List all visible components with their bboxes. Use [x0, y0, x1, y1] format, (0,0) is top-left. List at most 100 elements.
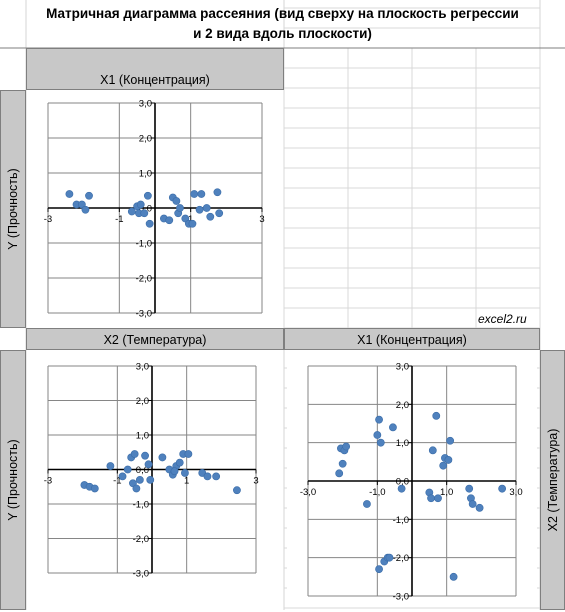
y-tick-label: 0,0 [139, 204, 152, 215]
scatter-point [465, 484, 474, 493]
scatter-point [175, 458, 184, 467]
header-x1-top-label: X1 (Концентрация) [100, 73, 210, 87]
x-tick-label: -1 [113, 476, 121, 487]
scatter-point [158, 453, 167, 462]
scatter-point [135, 475, 144, 484]
y-tick-label: 2,0 [396, 400, 409, 411]
scatter-point [146, 475, 155, 484]
y-tick-label: 2,0 [136, 396, 149, 407]
scatter-point [127, 207, 136, 216]
scatter-point [144, 460, 153, 469]
scatter-point [85, 191, 93, 200]
y-tick-label: 1,0 [139, 169, 152, 180]
scatter-point [172, 197, 181, 205]
scatter-point [376, 438, 385, 447]
scatter-point [206, 212, 215, 221]
side-y-bottom: Y (Прочность) [0, 350, 26, 610]
side-x2-right-label: X2 (Температура) [545, 428, 560, 532]
y-tick-label: -1,0 [393, 515, 409, 526]
matrix-title: Матричная диаграмма рассеяния (вид сверх… [46, 6, 519, 41]
scatter-point [397, 484, 406, 493]
header-x1-top: X1 (Концентрация) [26, 48, 284, 90]
scatter-chart-x2-y: -3 -1 1 3 3,0 2,0 1,0 0,0 -1,0 -2,0 -3,0 [30, 352, 280, 584]
scatter-point [385, 553, 394, 562]
scatter-point [375, 565, 383, 574]
scatter-point [106, 462, 115, 470]
scatter-point [375, 415, 383, 424]
scatter-point [165, 216, 174, 225]
scatter-point [197, 190, 206, 198]
scatter-point [132, 484, 141, 493]
scatter-point [427, 494, 435, 503]
y-tick-label: -1,0 [133, 500, 149, 511]
scatter-point [203, 472, 212, 481]
scatter-point [363, 500, 371, 508]
x-tick-label: 1,0 [440, 487, 453, 498]
y-tick-label: -2,0 [136, 274, 152, 285]
scatter-point [90, 484, 99, 493]
header-x1-bottom-right: X1 (Концентрация) [284, 328, 540, 350]
scatter-point [188, 219, 197, 228]
scatter-point [389, 423, 397, 432]
side-x2-right: X2 (Температура) [540, 350, 565, 610]
scatter-point [446, 436, 455, 445]
scatter-point [65, 190, 74, 198]
scatter-point [202, 204, 211, 212]
scatter-point [123, 465, 132, 474]
y-tick-label: 3,0 [396, 362, 409, 373]
scatter-chart-x1-y-svg: -3 -1 1 3 3,0 2,0 1,0 0,0 -1,0 -2,0 -3,0 [44, 99, 265, 320]
x-tick-label: -1 [115, 214, 123, 225]
x-tick-label: -3 [44, 476, 52, 487]
side-y-top-label: Y (Прочность) [6, 168, 20, 250]
y-tick-label: -2,0 [393, 553, 409, 564]
scatter-point [439, 461, 448, 470]
x-tick-label: -3 [44, 214, 52, 225]
scatter-point [184, 450, 193, 458]
scatter-point [373, 431, 382, 439]
scatter-point [136, 200, 145, 209]
scatter-point [143, 191, 152, 200]
y-tick-label: 0,0 [136, 465, 149, 476]
header-x2-label: X2 (Температура) [103, 333, 207, 347]
y-tick-label: 3,0 [136, 362, 149, 373]
scatter-point [145, 219, 154, 228]
y-tick-label: 1,0 [136, 431, 149, 442]
y-tick-label: 2,0 [139, 134, 152, 145]
scatter-point [335, 469, 344, 478]
x-tick-label: 3,0 [509, 487, 522, 498]
scatter-point [233, 486, 241, 495]
scatter-point [449, 572, 458, 581]
y-tick-label: 1,0 [396, 438, 409, 449]
y-tick-label: -3,0 [136, 309, 152, 320]
x-tick-label: -1,0 [369, 487, 385, 498]
y-tick-label: 0,0 [396, 477, 409, 488]
scatter-point [342, 442, 351, 451]
x-tick-label: 1 [184, 476, 189, 487]
header-x1-bottom-label: X1 (Концентрация) [357, 333, 467, 347]
x-tick-label: 3 [253, 476, 258, 487]
scatter-chart-x2-y-svg: -3 -1 1 3 3,0 2,0 1,0 0,0 -1,0 -2,0 -3,0 [44, 362, 259, 580]
y-tick-label: -3,0 [393, 592, 409, 603]
scatter-point [468, 500, 477, 508]
scatter-point [181, 469, 189, 477]
scatter-point [212, 472, 221, 481]
scatter-point [118, 472, 127, 481]
scatter-point [428, 446, 437, 455]
x-tick-label: -3,0 [300, 487, 316, 498]
watermark-text: excel2.ru [478, 312, 527, 326]
scatter-point [170, 467, 179, 476]
scatter-point [141, 451, 149, 460]
y-tick-label: 3,0 [139, 99, 152, 110]
side-y-bottom-label: Y (Прочность) [6, 439, 20, 521]
x-tick-label: 1 [188, 214, 193, 225]
scatter-point [444, 456, 453, 464]
side-y-top: Y (Прочность) [0, 90, 26, 328]
x-tick-label: 3 [259, 214, 264, 225]
scatter-chart-x1-x2-svg: -3,0 -1,0 1,0 3,0 3,0 2,0 1,0 0,0 -1,0 -2,0 -3,0 [300, 362, 523, 603]
y-tick-label: -3,0 [133, 569, 149, 580]
scatter-chart-x1-x2: -3,0 -1,0 1,0 3,0 3,0 2,0 1,0 0,0 -1,0 -2,0 -3,0 [287, 352, 537, 607]
scatter-point [81, 205, 90, 214]
scatter-point [140, 209, 149, 218]
scatter-point [213, 188, 222, 197]
